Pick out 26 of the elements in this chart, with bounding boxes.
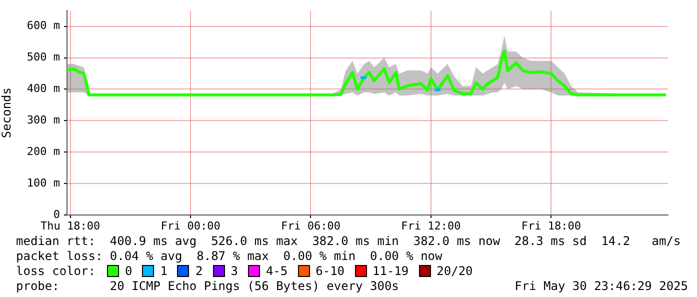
legend-label: 1: [160, 264, 168, 278]
y-tick-label: 600 m: [26, 19, 60, 32]
y-axis-title: Seconds: [0, 88, 14, 138]
legend-label: 0: [125, 264, 132, 278]
y-tick-label: 100 m: [26, 176, 60, 190]
x-tick-label: Fri 06:00: [280, 219, 341, 232]
y-tick-label: 200 m: [26, 144, 60, 158]
legend-label: 3: [230, 264, 238, 278]
x-tick-label: Fri 00:00: [160, 219, 220, 232]
text: Fri May 30 23:46:29 2025: [514, 278, 688, 292]
legend-label: 6-10: [316, 264, 345, 278]
x-tick-label: Fri 18:00: [521, 219, 581, 232]
text: probe: 20 ICMP Echo Pings (56 Bytes) every 300s: [16, 278, 399, 292]
x-tick-label: Fri 12:00: [401, 219, 461, 232]
y-tick-label: 500 m: [26, 50, 60, 64]
text: packet loss: 0.04 % avg 8.87 % max 0.00 % min 0.00 % now: [16, 248, 444, 263]
legend-label: 11-19: [372, 264, 409, 278]
legend-label: 20/20: [436, 264, 473, 278]
legend-label: 2: [195, 264, 203, 278]
text: median rtt: 400.9 ms avg 526.0 ms max 382.0 ms min 382.0 ms now 28.3 ms sd 14.2 am/s: [16, 233, 682, 248]
y-tick-label: 400 m: [26, 82, 60, 96]
legend-label: 4-5: [266, 264, 288, 278]
y-tick-label: 300 m: [26, 114, 60, 127]
y-tick-label: 0: [53, 208, 60, 221]
x-tick-label: Thu 18:00: [40, 219, 100, 232]
legend-title: loss color:: [16, 264, 96, 278]
